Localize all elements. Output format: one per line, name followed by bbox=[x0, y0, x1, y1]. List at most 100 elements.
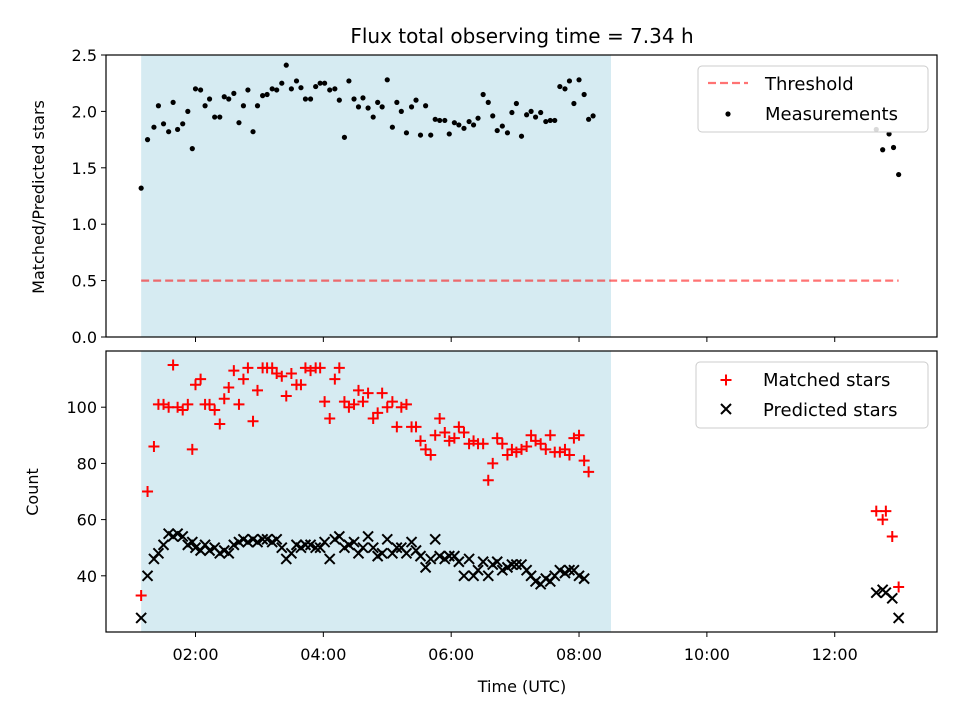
measurement-point bbox=[288, 86, 294, 92]
x-tick-label: 06:00 bbox=[428, 645, 474, 664]
measurement-point bbox=[155, 103, 162, 109]
measurement-point bbox=[562, 86, 568, 92]
matched-point bbox=[458, 426, 470, 438]
measurement-point bbox=[379, 104, 385, 110]
matched-point bbox=[142, 486, 154, 497]
measurement-point bbox=[138, 185, 144, 191]
bottom-y-axis-label: Count bbox=[23, 468, 42, 516]
measurement-point bbox=[408, 104, 415, 110]
x-tick-label: 12:00 bbox=[812, 645, 858, 664]
matched-point bbox=[148, 441, 160, 453]
measurement-point bbox=[260, 93, 266, 99]
matched-point bbox=[357, 396, 369, 408]
measurement-point bbox=[538, 109, 544, 116]
matched-point bbox=[491, 432, 503, 444]
predicted-point bbox=[270, 533, 283, 545]
measurement-point bbox=[226, 96, 232, 102]
matched-point bbox=[195, 373, 207, 385]
measurement-point bbox=[151, 124, 157, 130]
measurement-point bbox=[245, 87, 251, 93]
matched-point bbox=[559, 443, 571, 455]
measurement-point bbox=[212, 114, 218, 120]
predicted-point bbox=[186, 536, 199, 548]
measurement-point bbox=[231, 90, 237, 96]
measurement-point bbox=[274, 87, 280, 93]
matched-point bbox=[434, 412, 446, 424]
measurement-point bbox=[446, 131, 452, 137]
matched-point bbox=[415, 435, 427, 447]
x-tick-label: 08:00 bbox=[556, 645, 602, 664]
measurement-point bbox=[180, 121, 186, 127]
top-y-axis-label: Matched/Predicted stars bbox=[29, 100, 48, 294]
measurement-point bbox=[417, 132, 424, 138]
bottom-legend-box bbox=[695, 361, 929, 429]
matched-point bbox=[276, 370, 288, 382]
matched-point bbox=[429, 429, 441, 441]
top-y-tick-label: 1.5 bbox=[72, 159, 97, 178]
measurement-point bbox=[524, 112, 530, 118]
bottom-y-tick-label: 40 bbox=[77, 567, 97, 586]
predicted-point bbox=[400, 547, 413, 560]
measurement-point bbox=[543, 118, 549, 125]
matched-point bbox=[448, 432, 460, 444]
matched-point bbox=[521, 441, 533, 453]
measurement-point bbox=[499, 123, 505, 129]
measurement-point bbox=[485, 99, 491, 105]
predicted-point bbox=[299, 539, 312, 551]
measurement-point bbox=[466, 118, 472, 125]
measurement-point bbox=[456, 122, 462, 128]
bottom-legend: Matched stars Predicted stars bbox=[695, 361, 929, 429]
predicted-point bbox=[425, 553, 437, 565]
matched-point bbox=[352, 384, 364, 396]
predicted-point bbox=[333, 530, 346, 543]
predicted-point bbox=[256, 533, 269, 545]
measurement-point bbox=[283, 62, 289, 68]
matched-point bbox=[223, 382, 235, 394]
predicted-point bbox=[157, 539, 170, 551]
matched-point bbox=[367, 412, 379, 424]
predicted-point bbox=[886, 592, 898, 604]
bottom-y-tick-label: 60 bbox=[77, 511, 97, 530]
legend-predicted-swatch bbox=[720, 403, 732, 415]
measurement-point bbox=[566, 78, 573, 84]
measurement-point bbox=[202, 103, 208, 109]
measurement-point bbox=[346, 78, 352, 84]
predicted-point bbox=[578, 572, 590, 585]
measurement-point bbox=[293, 78, 300, 84]
measurement-point bbox=[351, 96, 357, 102]
measurement-point bbox=[480, 91, 486, 98]
predicted-point bbox=[429, 533, 441, 545]
measurement-point bbox=[528, 108, 534, 114]
measurement-point bbox=[365, 105, 371, 111]
measurement-point bbox=[413, 97, 419, 103]
measurement-point bbox=[298, 85, 304, 91]
matched-point bbox=[578, 455, 590, 467]
measurement-point bbox=[264, 91, 270, 98]
measurement-point bbox=[375, 99, 381, 105]
top-y-tick-label: 0.5 bbox=[72, 272, 97, 291]
matched-point bbox=[880, 505, 892, 517]
matched-point bbox=[214, 418, 226, 430]
top-observing-span bbox=[141, 55, 611, 337]
measurement-point bbox=[240, 103, 247, 109]
legend-threshold-label: Threshold bbox=[764, 74, 854, 95]
predicted-point bbox=[362, 530, 374, 543]
x-axis-label: Time (UTC) bbox=[477, 677, 566, 696]
matched-point bbox=[242, 362, 254, 374]
matched-point bbox=[280, 390, 292, 402]
measurement-point bbox=[557, 83, 563, 90]
measurement-point bbox=[302, 96, 309, 102]
predicted-point bbox=[405, 536, 418, 548]
matched-point bbox=[376, 387, 388, 399]
predicted-point bbox=[870, 586, 882, 599]
predicted-point bbox=[482, 570, 494, 582]
measurement-point bbox=[532, 114, 539, 120]
measurement-point bbox=[437, 117, 443, 124]
matched-point bbox=[477, 438, 489, 450]
chart-title: Flux total observing time = 7.34 h bbox=[350, 24, 693, 48]
measurement-point bbox=[144, 137, 151, 143]
measurement-point bbox=[451, 120, 457, 126]
matched-point bbox=[228, 365, 240, 377]
measurement-point bbox=[398, 108, 404, 114]
